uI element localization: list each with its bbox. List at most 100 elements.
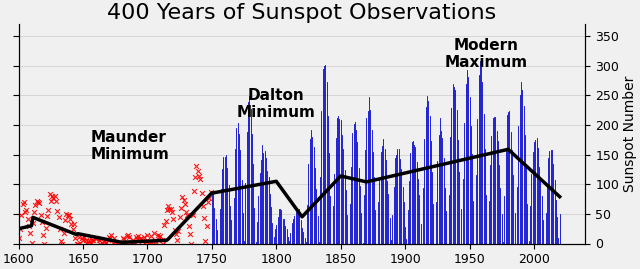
Point bbox=[26, 241, 36, 245]
Point bbox=[93, 238, 104, 242]
Point bbox=[175, 215, 185, 219]
Point bbox=[120, 241, 131, 246]
Point bbox=[136, 236, 146, 240]
Point bbox=[109, 236, 119, 240]
Point bbox=[190, 174, 200, 179]
Point bbox=[44, 192, 54, 196]
Point bbox=[87, 238, 97, 242]
Point bbox=[138, 235, 148, 239]
Point bbox=[25, 231, 35, 235]
Point bbox=[147, 240, 157, 245]
Point bbox=[90, 236, 100, 240]
Point bbox=[134, 236, 145, 241]
Point bbox=[204, 196, 214, 200]
Point bbox=[34, 201, 44, 205]
Point bbox=[127, 241, 137, 246]
Point bbox=[115, 241, 125, 246]
Point bbox=[111, 241, 122, 246]
Point bbox=[113, 241, 123, 246]
Point bbox=[163, 203, 173, 208]
Point bbox=[158, 241, 168, 246]
Point bbox=[21, 208, 31, 212]
Point bbox=[100, 239, 110, 243]
Point bbox=[198, 204, 208, 208]
Point bbox=[125, 240, 136, 245]
Point bbox=[124, 235, 134, 240]
Point bbox=[142, 233, 152, 238]
Point bbox=[51, 199, 61, 203]
Point bbox=[199, 216, 209, 220]
Point bbox=[196, 190, 207, 195]
Point bbox=[145, 241, 155, 245]
Point bbox=[72, 241, 82, 246]
Point bbox=[102, 238, 113, 242]
Point bbox=[141, 239, 151, 243]
Point bbox=[170, 228, 180, 233]
Point bbox=[39, 241, 49, 246]
Point bbox=[104, 235, 114, 239]
Point bbox=[86, 241, 96, 245]
Point bbox=[110, 240, 120, 244]
Point bbox=[182, 213, 193, 217]
Point bbox=[73, 241, 83, 246]
Point bbox=[81, 238, 91, 242]
Text: Dalton
Minimum: Dalton Minimum bbox=[237, 88, 316, 121]
Point bbox=[70, 236, 81, 240]
Point bbox=[186, 241, 196, 246]
Title: 400 Years of Sunspot Observations: 400 Years of Sunspot Observations bbox=[108, 3, 497, 23]
Point bbox=[123, 233, 133, 237]
Point bbox=[30, 203, 40, 207]
Point bbox=[92, 236, 102, 240]
Point bbox=[114, 241, 124, 246]
Point bbox=[122, 233, 132, 238]
Point bbox=[13, 236, 24, 240]
Point bbox=[54, 215, 64, 219]
Point bbox=[131, 235, 141, 239]
Point bbox=[35, 213, 45, 217]
Point bbox=[177, 195, 188, 199]
Point bbox=[154, 235, 164, 239]
Point bbox=[188, 213, 198, 217]
Point bbox=[140, 241, 150, 245]
Point bbox=[58, 241, 68, 246]
Point bbox=[69, 222, 79, 226]
Point bbox=[176, 206, 186, 211]
Point bbox=[161, 219, 171, 223]
Point bbox=[166, 207, 176, 211]
Point bbox=[181, 210, 191, 214]
Point bbox=[50, 194, 60, 199]
Point bbox=[164, 207, 175, 211]
Point bbox=[22, 217, 33, 221]
Point bbox=[137, 239, 147, 243]
Point bbox=[106, 233, 116, 238]
Point bbox=[156, 234, 166, 238]
Point bbox=[31, 199, 42, 203]
Text: Maunder
Minimum: Maunder Minimum bbox=[91, 130, 170, 162]
Point bbox=[77, 236, 87, 240]
Point bbox=[99, 241, 109, 246]
Point bbox=[191, 164, 202, 168]
Point bbox=[153, 232, 163, 237]
Point bbox=[38, 233, 48, 238]
Point bbox=[24, 224, 34, 228]
Point bbox=[194, 174, 204, 179]
Point bbox=[78, 238, 88, 242]
Point bbox=[101, 241, 111, 246]
Point bbox=[168, 217, 179, 221]
Point bbox=[133, 234, 143, 239]
Point bbox=[128, 238, 138, 243]
Point bbox=[64, 213, 74, 217]
Point bbox=[119, 237, 129, 241]
Point bbox=[67, 221, 77, 226]
Point bbox=[105, 236, 115, 240]
Point bbox=[97, 241, 108, 245]
Point bbox=[203, 200, 213, 205]
Point bbox=[60, 218, 70, 223]
Point bbox=[189, 189, 199, 193]
Point bbox=[59, 231, 69, 235]
Point bbox=[185, 232, 195, 236]
Point bbox=[19, 200, 29, 205]
Point bbox=[118, 236, 128, 240]
Point bbox=[173, 229, 184, 233]
Point bbox=[205, 189, 216, 194]
